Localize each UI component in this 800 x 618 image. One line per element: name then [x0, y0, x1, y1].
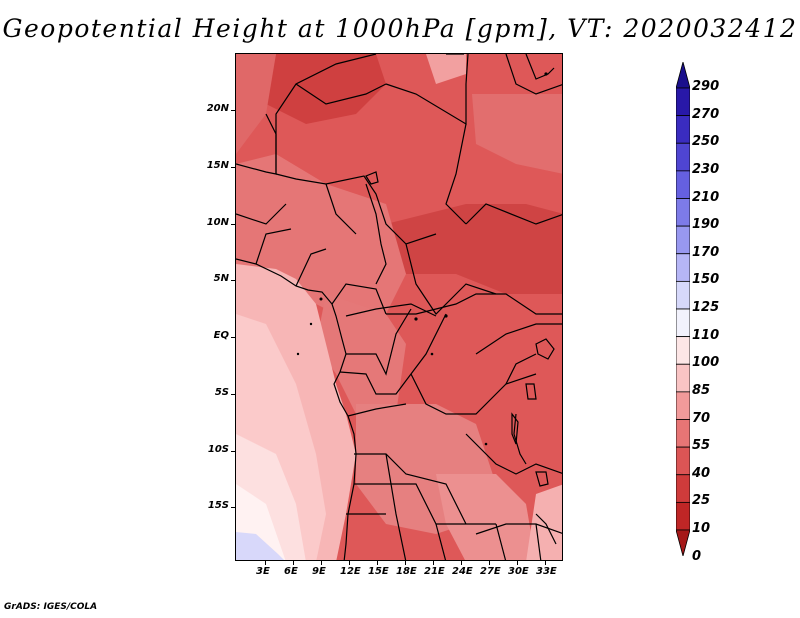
- small-lakes: [296, 72, 548, 446]
- lat-tick-mark: [231, 110, 235, 111]
- colorbar-segment: [676, 87, 690, 117]
- lon-tick-mark: [433, 561, 434, 565]
- lon-tick-mark: [349, 561, 350, 565]
- lon-label-33e: 33E: [536, 566, 557, 577]
- lat-tick-mark: [231, 450, 235, 452]
- colorbar-segment: [676, 446, 690, 476]
- field-northeast: [472, 94, 562, 174]
- field-north-light: [426, 54, 466, 84]
- political-borders: [236, 54, 562, 560]
- lon-tick-mark: [265, 561, 266, 565]
- colorbar-segment: [676, 253, 690, 282]
- lat-label-10s: 10S: [207, 443, 229, 455]
- field-core-east: [386, 204, 562, 294]
- colorbar-label: 270: [692, 106, 720, 122]
- lat-label-eq: EQ: [213, 330, 229, 341]
- colorbar-label: 290: [692, 79, 720, 94]
- lon-tick-mark: [489, 561, 490, 565]
- colorbar-bottom-triangle: [676, 529, 690, 556]
- colorbar-label: 170: [692, 244, 720, 260]
- colorbar-label: 230: [692, 161, 720, 177]
- lat-tick-mark: [231, 507, 235, 509]
- lon-tick-mark: [377, 561, 378, 565]
- colorbar-label: 125: [692, 300, 720, 315]
- map-title: Geopotential Height at 1000hPa [gpm], VT…: [2, 14, 798, 43]
- colorbar-label: 250: [692, 134, 720, 150]
- colorbar-segment: [676, 280, 690, 310]
- lon-tick-mark: [405, 561, 406, 565]
- field-northwest-edge: [236, 54, 276, 154]
- colorbar-label: 100: [692, 355, 720, 371]
- colorbar-segment: [676, 391, 690, 420]
- colorbar-label: 150: [692, 272, 720, 288]
- colorbar-segment: [676, 336, 690, 365]
- colorbar-label: 25: [692, 493, 711, 509]
- colorbar: [676, 62, 690, 556]
- colorbar-segment: [676, 115, 690, 144]
- colorbar-top-triangle: [676, 62, 690, 89]
- colorbar-label: 190: [692, 217, 720, 233]
- colorbar-segment: [676, 308, 690, 338]
- lat-label-15s: 15S: [207, 500, 229, 512]
- geopotential-height-map: [236, 54, 562, 560]
- colorbar-segment: [676, 225, 690, 255]
- lon-label-24e: 24E: [452, 566, 473, 577]
- lon-tick-mark: [461, 561, 462, 565]
- colorbar-label: 10: [692, 521, 711, 536]
- colorbar-segment: [676, 142, 690, 172]
- field-core-northwest: [266, 54, 386, 124]
- lat-label-20n: 20N: [206, 103, 229, 114]
- colorbar-segment: [676, 419, 690, 448]
- lon-tick-mark: [293, 561, 294, 565]
- lon-label-12e: 12E: [340, 566, 361, 577]
- colorbar-segment: [676, 501, 690, 531]
- lat-label-10n: 10N: [206, 216, 229, 228]
- lat-label-15n: 15N: [206, 159, 229, 171]
- lon-label-18e: 18E: [396, 566, 417, 577]
- lat-tick-mark: [231, 166, 235, 168]
- colorbar-label: 0: [692, 548, 702, 564]
- lon-label-30e: 30E: [508, 566, 529, 577]
- lon-label-9e: 9E: [312, 566, 326, 577]
- colorbar-segment: [676, 170, 690, 199]
- field-south-east: [436, 474, 536, 560]
- lon-label-3e: 3E: [256, 566, 270, 577]
- lon-label-27e: 27E: [480, 566, 501, 577]
- colorbar-label: 40: [692, 465, 711, 481]
- colorbar-segment: [676, 198, 690, 227]
- map-panel: [235, 53, 563, 561]
- lon-label-15e: 15E: [368, 566, 389, 577]
- lon-label-6e: 6E: [284, 566, 298, 577]
- grads-credit: GrADS: IGES/COLA: [4, 602, 98, 612]
- lon-tick-mark: [321, 561, 322, 565]
- lon-tick-mark: [545, 561, 546, 565]
- colorbar-label: 85: [692, 382, 711, 398]
- lat-label-5n: 5N: [213, 273, 229, 285]
- colorbar-label: 55: [692, 438, 711, 454]
- lon-tick-mark: [517, 561, 518, 565]
- colorbar-label: 70: [692, 410, 711, 426]
- colorbar-label: 110: [692, 327, 720, 343]
- field-low-blue: [236, 532, 284, 560]
- colorbar-segment: [676, 363, 690, 393]
- lat-label-5s: 5S: [214, 386, 229, 398]
- lat-tick-mark: [231, 337, 235, 338]
- lon-label-21e: 21E: [424, 566, 445, 577]
- lat-tick-mark: [231, 393, 235, 395]
- lat-tick-mark: [231, 223, 235, 225]
- colorbar-segment: [676, 474, 690, 503]
- colorbar-label: 210: [692, 189, 720, 205]
- lat-tick-mark: [231, 280, 235, 282]
